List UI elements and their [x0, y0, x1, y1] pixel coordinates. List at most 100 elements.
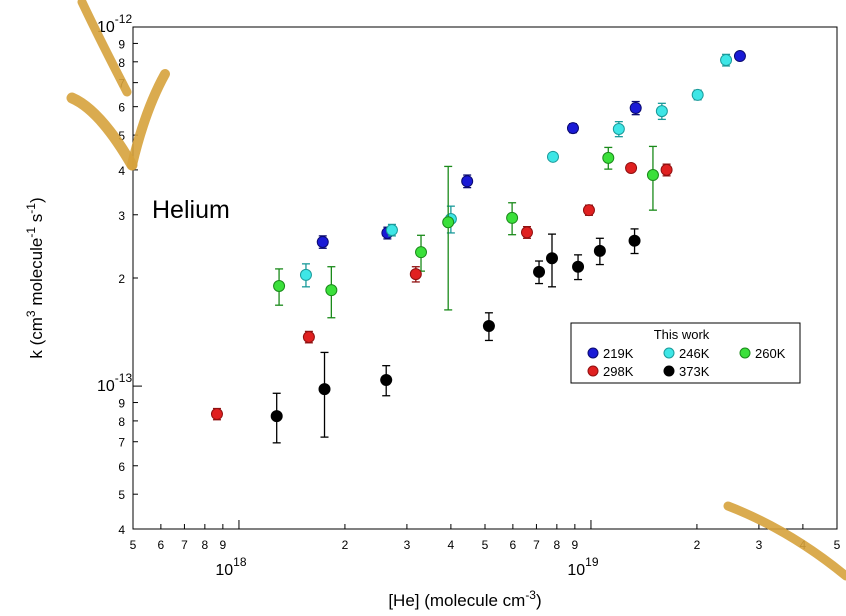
point — [325, 284, 338, 297]
legend-label: 373K — [679, 364, 710, 379]
point — [385, 224, 398, 237]
tick-label-base: 4 — [448, 538, 455, 552]
ylabel-part: -1 — [24, 227, 38, 238]
legend-box — [570, 322, 801, 384]
tick-label-base: 10 — [567, 562, 585, 579]
tick-label-base: 9 — [118, 37, 125, 51]
tick-label-base: 8 — [118, 56, 125, 70]
point — [482, 320, 495, 333]
ylabel-part: molecule — [27, 238, 46, 311]
point — [270, 410, 283, 423]
tick-label: 8 — [118, 415, 125, 429]
tick-label-base: 7 — [118, 436, 125, 450]
point — [545, 252, 558, 265]
tick-label-base: 10 — [215, 562, 233, 579]
ylabel-part: k (cm — [27, 317, 46, 359]
tick-label: 1018 — [215, 555, 246, 579]
tick-label: 5 — [118, 129, 125, 143]
tick-label-base: 2 — [342, 538, 349, 552]
tick-label: 5 — [834, 538, 841, 552]
point — [409, 268, 422, 281]
tick-label-base: 8 — [554, 538, 561, 552]
point — [629, 101, 642, 114]
tick-label: 8 — [202, 538, 209, 552]
tick-label: 7 — [181, 538, 188, 552]
point — [582, 204, 595, 217]
tick-label: 5 — [118, 488, 125, 502]
stroke — [66, 92, 138, 171]
point — [646, 169, 659, 182]
tick-label-base: 4 — [118, 523, 125, 537]
tick-label-base: 2 — [694, 538, 701, 552]
tick-label: 6 — [158, 538, 165, 552]
tick-label-base: 9 — [118, 397, 125, 411]
xlabel-part: ) — [536, 591, 542, 610]
point — [660, 163, 673, 176]
tick-label: 9 — [220, 538, 227, 552]
tick-label: 4 — [118, 523, 125, 537]
tick-label-base: 7 — [181, 538, 188, 552]
tick-label-base: 6 — [510, 538, 517, 552]
point — [415, 246, 428, 259]
point — [380, 373, 393, 386]
tick-label: 3 — [756, 538, 763, 552]
tick-label: 2 — [342, 538, 349, 552]
legend-marker — [663, 347, 675, 359]
tick-label: 6 — [510, 538, 517, 552]
point — [302, 331, 315, 344]
tick-label-base: 9 — [220, 538, 227, 552]
tick-label-base: 2 — [118, 272, 125, 286]
point — [691, 88, 704, 101]
tick-label: 8 — [554, 538, 561, 552]
point — [299, 268, 312, 281]
point — [316, 235, 329, 248]
tick-label: 7 — [533, 538, 540, 552]
tick-label: 2 — [118, 272, 125, 286]
legend-title: This work — [654, 327, 710, 342]
tick-label-base: 6 — [158, 538, 165, 552]
point — [593, 244, 606, 257]
tick-label-base: 10 — [97, 378, 115, 395]
tick-label-base: 7 — [533, 538, 540, 552]
tick-label-base: 10 — [97, 19, 115, 36]
tick-label-base: 9 — [572, 538, 579, 552]
tick-label: 6 — [118, 101, 125, 115]
point — [625, 161, 638, 174]
tick-label: 10-12 — [97, 12, 132, 36]
tick-label-base: 8 — [202, 538, 209, 552]
ylabel-part: ) — [27, 197, 46, 203]
point — [533, 265, 546, 278]
stroke — [127, 69, 170, 170]
ylabel-part: -1 — [24, 203, 38, 214]
tick-label: 9 — [118, 397, 125, 411]
point — [566, 122, 579, 135]
tick-label: 4 — [118, 164, 125, 178]
point — [210, 408, 223, 421]
legend-marker — [739, 347, 751, 359]
point — [442, 216, 455, 229]
stroke — [723, 501, 846, 581]
tick-label-base: 5 — [118, 129, 125, 143]
hand-drawn-strokes — [66, 0, 846, 581]
ylabel-part: 3 — [24, 310, 38, 317]
tick-label-base: 5 — [834, 538, 841, 552]
ylabel-title: k (cm3 molecule-1 s-1) — [24, 197, 46, 358]
legend-label: 298K — [603, 364, 634, 379]
tick-label: 5 — [482, 538, 489, 552]
tick-label-exponent: -13 — [115, 371, 133, 385]
tick-label-base: 6 — [118, 460, 125, 474]
tick-label-base: 3 — [118, 209, 125, 223]
legend-marker — [587, 347, 599, 359]
ylabel-part: s — [27, 214, 46, 227]
tick-label-base: 3 — [756, 538, 763, 552]
tick-label-base: 5 — [118, 488, 125, 502]
tick-label-exponent: 18 — [233, 555, 247, 569]
point — [520, 226, 533, 239]
tick-label-base: 8 — [118, 415, 125, 429]
legend-label: 260K — [755, 346, 786, 361]
point — [572, 260, 585, 273]
tick-label: 5 — [130, 538, 137, 552]
tick-label: 9 — [572, 538, 579, 552]
